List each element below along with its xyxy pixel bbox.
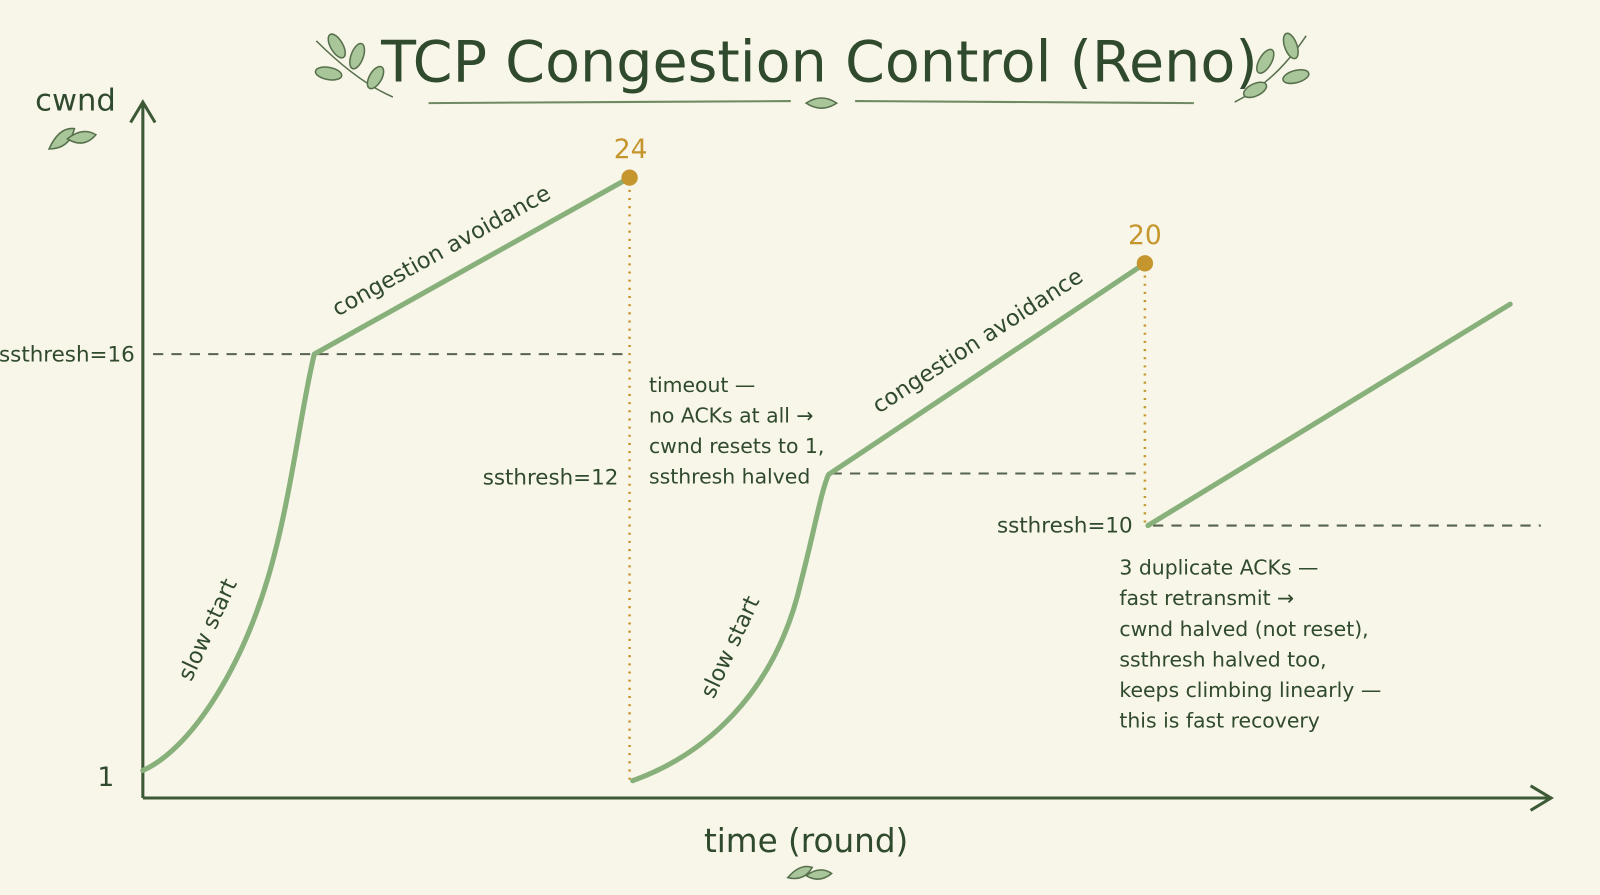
threshold-lines — [153, 353, 1541, 527]
peak-marker — [621, 169, 638, 186]
peak-marker — [1136, 255, 1154, 272]
title: TCP Congestion Control (Reno) — [380, 30, 1257, 96]
y-label: ssthresh=12 — [483, 466, 619, 491]
y-axis-label: cwnd — [35, 83, 116, 118]
cwnd-curve — [140, 175, 1513, 784]
peak-label: 24 — [614, 134, 648, 165]
annotation-line: 3 duplicate ACKs — — [1119, 556, 1318, 580]
annotation-line: cwnd resets to 1, — [649, 434, 824, 458]
x-axis — [142, 784, 1554, 812]
annotation: 3 duplicate ACKs — fast retransmit → cwnd … — [1119, 556, 1381, 733]
annotation-line: fast retransmit → — [1119, 586, 1294, 610]
annotation-line: cwnd halved (not reset), — [1119, 617, 1368, 641]
y-label: ssthresh=10 — [997, 514, 1133, 539]
leaf-decoration — [47, 32, 1310, 880]
y-label: 1 — [97, 762, 114, 793]
peak-label: 20 — [1128, 220, 1162, 251]
annotation-line: no ACKs at all → — [649, 404, 814, 428]
y-axis — [129, 99, 157, 799]
annotation-line: ssthresh halved too, — [1119, 647, 1326, 671]
annotation: timeout — no ACKs at all → cwnd resets to … — [649, 373, 824, 489]
annotation-line: ssthresh halved — [649, 465, 810, 489]
annotation-line: this is fast recovery — [1119, 709, 1319, 733]
y-label: ssthresh=16 — [0, 342, 135, 367]
annotation-line: keeps climbing linearly — — [1119, 678, 1381, 702]
x-axis-label: time (round) — [704, 822, 908, 860]
annotation-line: timeout — — [649, 373, 755, 397]
drop-lines — [628, 181, 1147, 781]
title-underline — [428, 100, 1194, 105]
